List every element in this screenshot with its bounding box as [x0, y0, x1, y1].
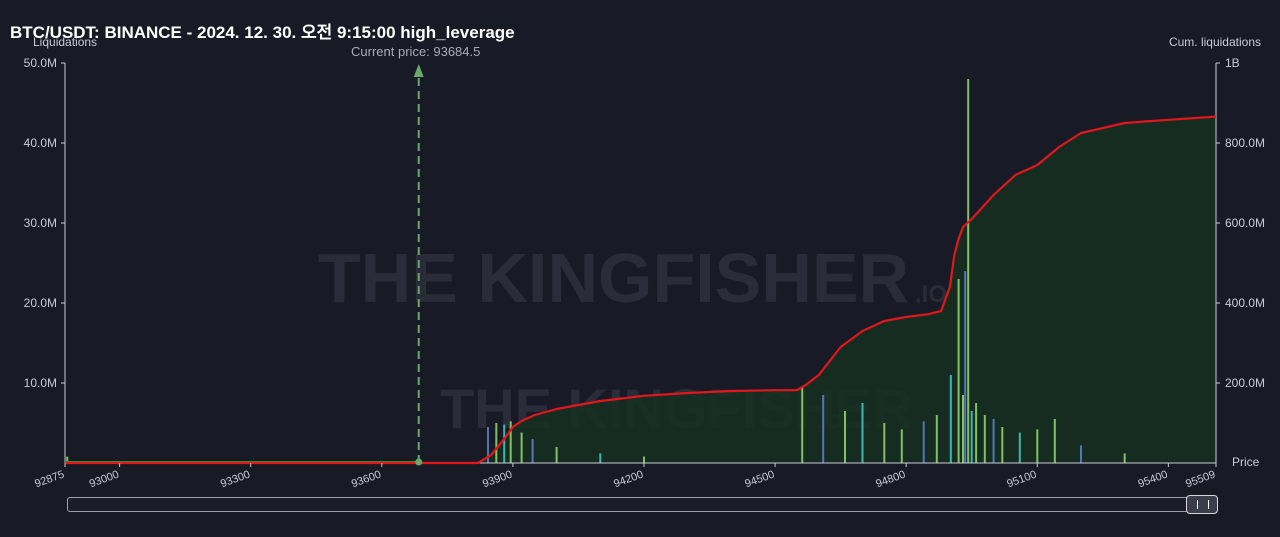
liquidation-bar	[66, 456, 69, 463]
y2-tick-label: 1B	[1225, 56, 1240, 70]
liquidation-bar	[1018, 432, 1021, 463]
x-tick-label: 93000	[88, 469, 121, 491]
liquidation-bar	[935, 415, 938, 463]
liquidation-bar	[1053, 419, 1056, 463]
y-tick-label: 40.0M	[24, 136, 57, 150]
liquidation-bar	[520, 432, 523, 463]
liquidation-bar	[1001, 427, 1004, 463]
current-price-dot	[415, 458, 423, 466]
y2-tick-label: 400.0M	[1225, 296, 1265, 310]
liquidation-bar	[861, 403, 864, 463]
cumulative-area	[65, 116, 1216, 463]
x-tick-label: 93300	[219, 469, 252, 491]
chart-title: BTC/USDT: BINANCE - 2024. 12. 30. 오전 9:1…	[10, 23, 515, 42]
liquidation-bar	[509, 421, 512, 463]
liquidation-bar	[975, 403, 978, 463]
liquidation-bar	[801, 387, 804, 463]
liquidation-bar	[970, 411, 973, 463]
cumulative-line-layer	[65, 115, 1217, 465]
x-tick-label: 92875	[33, 469, 66, 491]
liquidation-bar	[983, 415, 986, 463]
y-tick-label: 50.0M	[24, 56, 57, 70]
scroll-handle[interactable]	[1186, 495, 1218, 514]
liquidation-bar	[1080, 445, 1082, 463]
liquidation-bar	[643, 456, 645, 463]
range-scrollbar[interactable]	[67, 495, 1218, 514]
right-axis-caption: Cum. liquidations	[1168, 35, 1261, 49]
liquidation-bar	[1036, 429, 1039, 463]
grip-icon	[1197, 500, 1209, 509]
x-tick-label: 95100	[1005, 469, 1038, 491]
x-tick-label: 95400	[1137, 469, 1170, 491]
liquidation-bar	[883, 423, 886, 463]
y2-tick-label: 600.0M	[1225, 216, 1265, 230]
x-tick-label: 94800	[874, 469, 907, 491]
x-tick-label: 94500	[743, 469, 776, 491]
x-tick-label: 95509	[1184, 469, 1217, 491]
liquidation-bar	[555, 447, 558, 463]
current-price-arrowhead	[413, 64, 424, 77]
liquidation-bar	[495, 423, 498, 463]
x-axis-caption: Price	[1232, 455, 1260, 469]
liquidation-bar	[1123, 453, 1126, 463]
y-tick-label: 20.0M	[24, 296, 57, 310]
watermark-brand: THE KINGFISHER	[318, 239, 909, 317]
y2-tick-label: 200.0M	[1225, 376, 1265, 390]
liquidation-bar	[957, 279, 960, 463]
liquidation-bar	[822, 395, 825, 463]
liquidation-bar	[531, 439, 534, 463]
liquidation-bar	[844, 411, 846, 463]
liquidation-bar	[964, 271, 967, 463]
x-tick-label: 93900	[481, 469, 514, 491]
y-tick-label: 10.0M	[24, 376, 57, 390]
y2-tick-label: 800.0M	[1225, 136, 1265, 150]
liquidation-chart[interactable]: THE KINGFISHER .IO THE KINGFISHER .IO 10…	[0, 0, 1280, 495]
liquidation-bar-layer	[66, 79, 1126, 463]
liquidation-bar	[487, 427, 489, 463]
liquidation-bar	[922, 421, 925, 463]
watermark-suffix: .IO	[915, 281, 947, 308]
current-price-label: Current price: 93684.5	[351, 44, 481, 59]
liquidation-bar	[503, 424, 506, 463]
liquidation-bar	[962, 395, 964, 463]
liquidation-bar	[599, 453, 602, 463]
liquidation-bar	[967, 79, 970, 463]
x-tick-label: 93600	[350, 469, 383, 491]
left-axis-caption: Liquidations	[33, 35, 98, 49]
liquidation-bar	[949, 375, 952, 463]
cumulative-area-layer	[65, 116, 1216, 463]
liquidation-bar	[900, 429, 903, 463]
current-price-marker-layer	[413, 64, 424, 466]
y-tick-label: 30.0M	[24, 216, 57, 230]
liquidation-bar	[992, 419, 995, 463]
cumulative-line	[65, 115, 1217, 465]
x-tick-label: 94200	[612, 469, 645, 491]
